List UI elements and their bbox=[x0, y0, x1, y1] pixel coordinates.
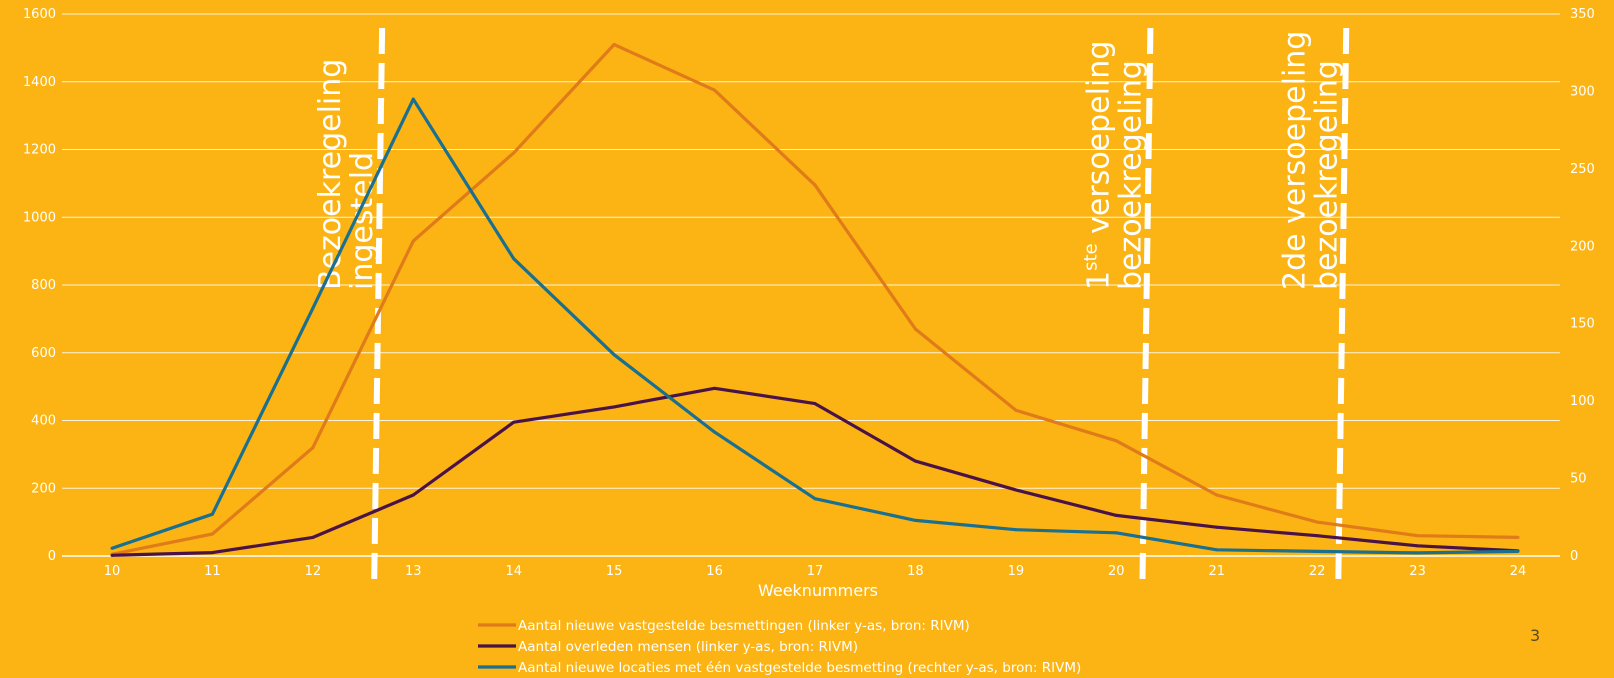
y-left-tick-label: 0 bbox=[48, 549, 56, 564]
x-tick-label: 14 bbox=[505, 564, 522, 579]
x-tick-label: 11 bbox=[204, 564, 221, 579]
annotation-text: ingesteld bbox=[345, 152, 380, 290]
data-point bbox=[1416, 551, 1420, 555]
x-tick-label: 18 bbox=[907, 564, 924, 579]
data-point bbox=[311, 535, 315, 539]
data-point bbox=[913, 518, 917, 522]
data-point bbox=[1416, 544, 1420, 548]
y-right-tick-label: 350 bbox=[1570, 7, 1595, 22]
x-tick-label: 19 bbox=[1008, 564, 1025, 579]
x-tick-label: 15 bbox=[606, 564, 623, 579]
x-tick-label: 24 bbox=[1510, 564, 1527, 579]
legend-entry: Aantal nieuwe vastgestelde besmettingen … bbox=[518, 618, 970, 634]
data-point bbox=[1114, 513, 1118, 517]
annotation-text: bezoekregeling bbox=[1113, 60, 1148, 290]
x-axis-title: Weeknummers bbox=[758, 581, 878, 600]
x-tick-label: 20 bbox=[1108, 564, 1125, 579]
x-tick-label: 21 bbox=[1208, 564, 1225, 579]
y-left-tick-label: 1600 bbox=[23, 7, 56, 22]
y-left-tick-label: 200 bbox=[31, 481, 56, 496]
annotation-text: Bezoekregeling bbox=[313, 59, 348, 290]
data-point bbox=[210, 532, 214, 536]
series-line bbox=[111, 386, 1519, 557]
y-right-tick-label: 150 bbox=[1570, 317, 1595, 332]
data-point bbox=[1014, 488, 1018, 492]
data-point bbox=[311, 306, 315, 310]
y-right-tick-label: 250 bbox=[1570, 162, 1595, 177]
annotation-dashed-line bbox=[1139, 27, 1154, 587]
data-point bbox=[1315, 549, 1319, 553]
y-left-tick-label: 1000 bbox=[23, 210, 56, 225]
data-point bbox=[210, 512, 214, 516]
legend-entry: Aantal overleden mensen (linker y-as, br… bbox=[518, 639, 858, 655]
data-point bbox=[210, 551, 214, 555]
data-point bbox=[411, 97, 415, 101]
x-tick-label: 23 bbox=[1409, 564, 1426, 579]
y-right-tick-label: 300 bbox=[1570, 84, 1595, 99]
x-tick-label: 17 bbox=[807, 564, 824, 579]
data-point bbox=[1215, 493, 1219, 497]
data-point bbox=[512, 151, 516, 155]
y-right-tick-label: 100 bbox=[1570, 394, 1595, 409]
data-point bbox=[1315, 534, 1319, 538]
annotation-dashed-line bbox=[371, 27, 386, 587]
data-point bbox=[813, 402, 817, 406]
x-tick-label: 12 bbox=[305, 564, 322, 579]
data-point bbox=[1416, 534, 1420, 538]
annotation-text: bezoekregeling bbox=[1309, 60, 1344, 290]
x-tick-label: 22 bbox=[1309, 564, 1326, 579]
data-point bbox=[713, 88, 717, 92]
data-point bbox=[411, 239, 415, 243]
y-right-tick-label: 0 bbox=[1570, 549, 1578, 564]
data-point bbox=[1215, 525, 1219, 529]
y-right-tick-label: 50 bbox=[1570, 472, 1587, 487]
data-point bbox=[311, 446, 315, 450]
annotation-text: 2de versoepeling bbox=[1277, 31, 1312, 290]
data-point bbox=[612, 405, 616, 409]
x-tick-label: 13 bbox=[405, 564, 422, 579]
data-point bbox=[913, 327, 917, 331]
x-tick-label: 10 bbox=[104, 564, 121, 579]
data-point bbox=[512, 257, 516, 261]
y-left-tick-label: 1400 bbox=[23, 75, 56, 90]
data-point bbox=[713, 386, 717, 390]
legend-entry: Aantal nieuwe locaties met één vastgeste… bbox=[518, 660, 1081, 676]
annotation-text: 1ste versoepeling bbox=[1080, 41, 1116, 290]
data-point bbox=[512, 420, 516, 424]
page-number: 3 bbox=[1530, 626, 1541, 645]
data-point bbox=[110, 546, 114, 550]
y-left-tick-label: 400 bbox=[31, 414, 56, 429]
y-left-tick-label: 600 bbox=[31, 346, 56, 361]
data-point bbox=[813, 183, 817, 187]
data-point bbox=[110, 553, 114, 557]
y-left-tick-label: 800 bbox=[31, 278, 56, 293]
data-point bbox=[612, 42, 616, 46]
data-point bbox=[913, 459, 917, 463]
y-right-tick-label: 200 bbox=[1570, 239, 1595, 254]
x-tick-label: 16 bbox=[706, 564, 723, 579]
y-left-tick-label: 1200 bbox=[23, 143, 56, 158]
data-point bbox=[411, 493, 415, 497]
data-point bbox=[1516, 535, 1520, 539]
data-point bbox=[1516, 549, 1520, 553]
data-point bbox=[1014, 528, 1018, 532]
data-point bbox=[713, 430, 717, 434]
data-point bbox=[813, 497, 817, 501]
data-point bbox=[1114, 531, 1118, 535]
data-point bbox=[1215, 548, 1219, 552]
data-point bbox=[1114, 439, 1118, 443]
data-point bbox=[1315, 520, 1319, 524]
data-point bbox=[1014, 408, 1018, 412]
data-point bbox=[612, 353, 616, 357]
annotation-dashed-line bbox=[1335, 27, 1350, 587]
